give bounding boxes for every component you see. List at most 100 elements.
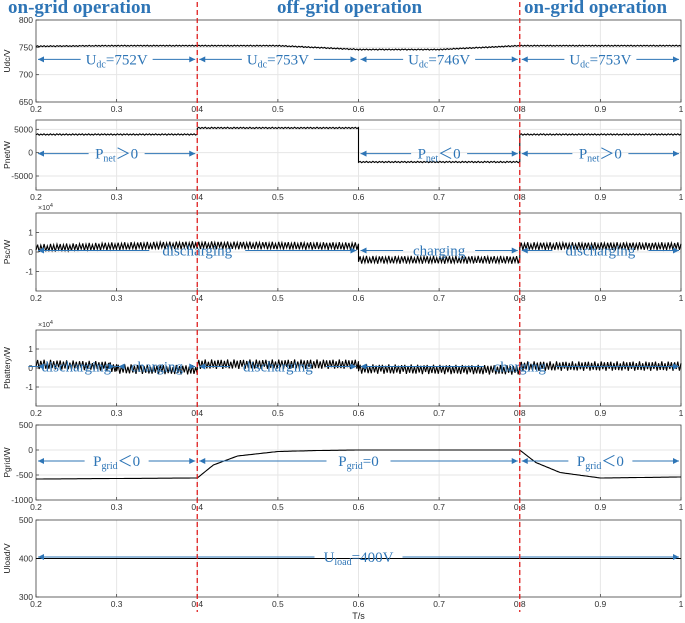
annotation-span: Uload=400V bbox=[38, 550, 679, 568]
x-tick-label: 0.2 bbox=[30, 408, 42, 418]
annotation-arrowhead bbox=[673, 458, 679, 464]
annotation-span: Pnet＞0 bbox=[38, 147, 196, 165]
annotation-arrowhead bbox=[189, 56, 196, 63]
annotation-label: Pnet＞0 bbox=[579, 147, 622, 165]
annotation-arrowhead bbox=[108, 363, 115, 370]
annotation-span: Pnet＜0 bbox=[360, 147, 518, 165]
annotation-arrowhead bbox=[360, 247, 367, 254]
y-tick-label: 400 bbox=[19, 554, 33, 564]
annotation-rest: =746V bbox=[428, 52, 470, 68]
x-tick-label: 0.9 bbox=[594, 599, 606, 609]
annotation-subscript: net bbox=[587, 154, 599, 165]
x-tick-label: 0.9 bbox=[594, 293, 606, 303]
annotation-arrowhead bbox=[350, 56, 357, 63]
annotation-label: discharging bbox=[566, 243, 636, 259]
y-axis-label: Uload/V bbox=[2, 543, 12, 574]
subplot-1: 0.20.30.40.50.60.70.80.91650700750800Udc… bbox=[2, 15, 684, 114]
y-exponent-power: 4 bbox=[50, 203, 53, 209]
annotation-main: discharging bbox=[566, 243, 636, 259]
y-tick-label: -5000 bbox=[11, 171, 33, 181]
annotation-subscript: grid bbox=[347, 461, 363, 472]
annotation-span: charging bbox=[360, 359, 679, 375]
y-tick-label: 0 bbox=[28, 247, 33, 257]
annotation-arrowhead bbox=[511, 56, 518, 63]
annotation-arrowhead bbox=[673, 247, 679, 254]
x-tick-label: 1 bbox=[679, 502, 684, 512]
annotation-arrowhead bbox=[38, 458, 44, 464]
annotation-main: charging bbox=[494, 359, 547, 375]
annotation-arrowhead bbox=[38, 247, 44, 254]
annotation-span: Udc=746V bbox=[360, 52, 518, 70]
y-tick-label: 500 bbox=[19, 515, 33, 525]
annotation-subscript: load bbox=[334, 557, 351, 568]
x-tick-label: 0.5 bbox=[272, 599, 284, 609]
annotation-arrowhead bbox=[673, 56, 679, 63]
series-line bbox=[35, 359, 682, 375]
annotation-rest: ＜0 bbox=[601, 454, 624, 470]
y-tick-label: 500 bbox=[19, 420, 33, 430]
y-tick-label: 5000 bbox=[14, 124, 33, 134]
x-tick-label: 1 bbox=[679, 293, 684, 303]
annotation-span: charging bbox=[118, 359, 196, 375]
subplot-2: 0.20.30.40.50.60.70.80.91-500005000Pnet/… bbox=[2, 119, 684, 202]
x-tick-label: 0.3 bbox=[111, 599, 123, 609]
y-tick-label: 1 bbox=[28, 228, 33, 238]
annotation-main: P bbox=[579, 147, 587, 163]
annotation-main: charging bbox=[131, 359, 184, 375]
y-exponent-power: 4 bbox=[50, 320, 53, 326]
annotation-subscript: dc bbox=[258, 59, 268, 70]
annotation-span: Udc=753V bbox=[521, 52, 679, 70]
x-axis-label: T/s bbox=[352, 611, 365, 621]
series-line bbox=[35, 44, 682, 51]
annotation-span: charging bbox=[360, 243, 518, 259]
annotation-subscript: grid bbox=[585, 461, 601, 472]
annotation-main: charging bbox=[413, 243, 466, 259]
annotation-arrowhead bbox=[189, 363, 196, 370]
x-tick-label: 0.5 bbox=[272, 192, 284, 202]
y-exponent-label: ×104 bbox=[38, 320, 53, 329]
annotation-main: U bbox=[324, 550, 335, 566]
annotation-subscript: net bbox=[426, 154, 438, 165]
y-axis-label: Udc/V bbox=[2, 49, 12, 72]
annotation-subscript: dc bbox=[419, 59, 429, 70]
annotation-arrowhead bbox=[360, 56, 367, 63]
annotation-label: charging bbox=[494, 359, 547, 375]
annotation-main: U bbox=[408, 52, 419, 68]
annotation-subscript: dc bbox=[96, 59, 106, 70]
annotation-arrowhead bbox=[38, 150, 44, 157]
axes-box bbox=[35, 329, 682, 407]
annotation-span: Pgrid=0 bbox=[199, 454, 518, 472]
x-tick-label: 1 bbox=[679, 599, 684, 609]
annotation-subscript: dc bbox=[580, 59, 590, 70]
annotation-arrowhead bbox=[189, 150, 196, 157]
annotation-arrowhead bbox=[673, 363, 679, 370]
y-tick-label: 0 bbox=[28, 445, 33, 455]
y-tick-label: 0 bbox=[28, 363, 33, 373]
x-tick-label: 1 bbox=[679, 408, 684, 418]
x-tick-label: 0.3 bbox=[111, 293, 123, 303]
axes-box bbox=[35, 19, 682, 103]
x-tick-label: 0.3 bbox=[111, 104, 123, 114]
annotation-label: Udc=752V bbox=[86, 52, 148, 70]
x-tick-label: 0.6 bbox=[353, 502, 365, 512]
annotation-arrowhead bbox=[511, 247, 518, 254]
y-exponent-label: ×104 bbox=[38, 203, 53, 212]
annotation-arrowhead bbox=[673, 150, 679, 157]
annotation-label: Uload=400V bbox=[324, 550, 394, 568]
phase-label: on-grid operation bbox=[8, 0, 152, 18]
annotation-span: discharging bbox=[28, 359, 125, 375]
x-tick-label: 1 bbox=[679, 104, 684, 114]
annotation-label: Pnet＞0 bbox=[95, 147, 138, 165]
annotation-span: Udc=752V bbox=[38, 52, 196, 70]
annotation-arrowhead bbox=[199, 458, 206, 464]
annotation-arrowhead bbox=[521, 458, 528, 464]
annotation-arrowhead bbox=[511, 150, 518, 157]
subplot-4: 0.20.30.40.50.60.70.80.91-101Pbattery/W×… bbox=[2, 320, 684, 418]
annotation-arrowhead bbox=[360, 363, 367, 370]
annotation-label: Pnet＜0 bbox=[418, 147, 461, 165]
annotation-main: P bbox=[93, 454, 101, 470]
annotation-rest: =0 bbox=[363, 454, 379, 470]
x-tick-label: 0.7 bbox=[433, 502, 445, 512]
x-tick-label: 0.5 bbox=[272, 293, 284, 303]
x-tick-label: 0.3 bbox=[111, 408, 123, 418]
